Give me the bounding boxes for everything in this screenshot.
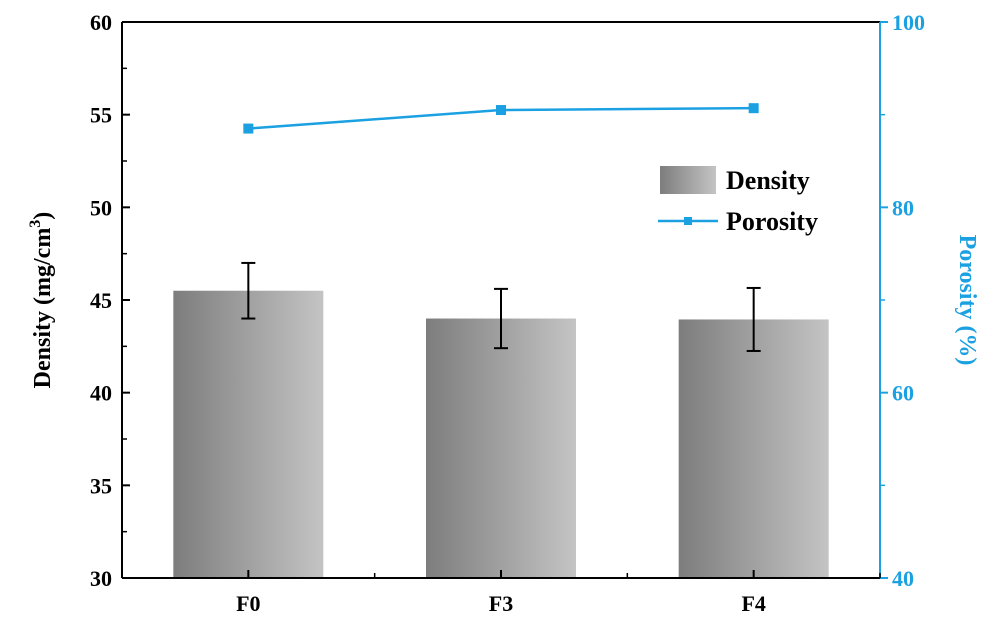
y-tick-label: 50 [90, 195, 112, 220]
y2-tick-label: 80 [892, 195, 914, 220]
y2-tick-label: 40 [892, 566, 914, 591]
y-tick-label: 45 [90, 288, 112, 313]
error-bar-F4 [746, 286, 761, 352]
bars-layer [173, 290, 829, 578]
legend-density-label: Density [726, 166, 810, 195]
y-tick-label: 30 [90, 566, 112, 591]
y2-axis-title: Porosity (%) [954, 235, 980, 366]
porosity-marker-F3 [496, 105, 506, 116]
legend-porosity-marker [684, 217, 692, 225]
y-tick-label: 60 [90, 10, 112, 35]
y2-tick-label: 60 [892, 381, 914, 406]
error-bars-layer [241, 261, 761, 352]
y-axis-title-superscript: 3 [27, 220, 44, 228]
x-tick-label: F3 [489, 591, 513, 616]
density-bar-F4 [678, 319, 829, 578]
axes-layer: 30 35 40 45 50 55 60 40 60 80 100 F0 F3 F4 [90, 10, 925, 616]
error-bar-F3 [494, 287, 508, 350]
x-tick-label: F4 [741, 591, 765, 616]
y2-tick-label: 100 [892, 10, 925, 35]
porosity-marker-F4 [748, 103, 759, 114]
legend-porosity-label: Porosity [726, 207, 818, 236]
porosity-line-layer [243, 103, 759, 134]
x-tick-label: F0 [236, 591, 260, 616]
y-axis-title: Density (mg/cm3) [27, 212, 56, 389]
legend-density-swatch [660, 166, 716, 194]
error-bar-F0 [241, 261, 256, 320]
legend: Density Porosity [658, 166, 818, 236]
density-bar-F3 [426, 318, 576, 578]
porosity-marker-F0 [243, 123, 254, 134]
density-bar-F0 [173, 290, 324, 578]
y-tick-label: 55 [90, 103, 112, 128]
y-tick-label: 40 [90, 381, 112, 406]
y-tick-label: 35 [90, 473, 112, 498]
